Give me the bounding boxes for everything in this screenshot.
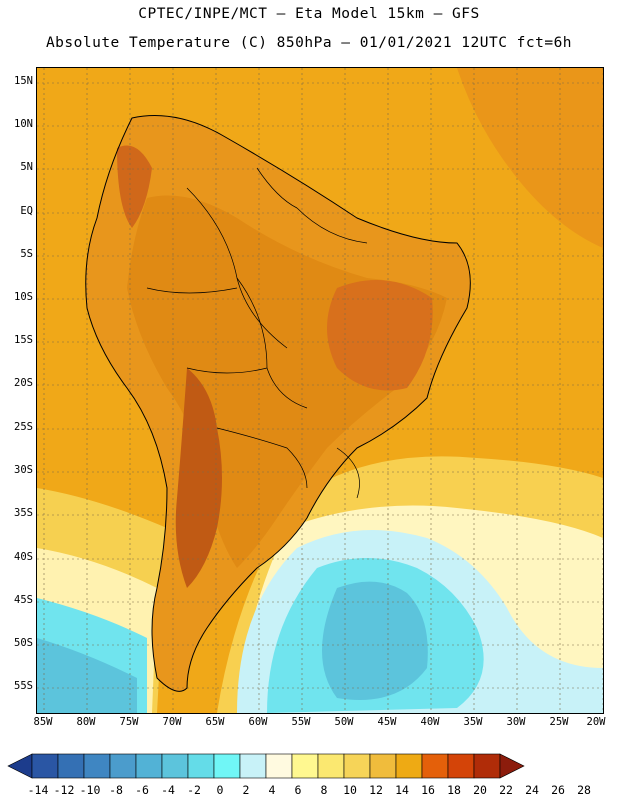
- colorbar-arrow-left: [7, 753, 33, 779]
- lon-label: 35W: [463, 716, 483, 728]
- lat-label: 20S: [14, 377, 33, 389]
- colorbar-tick: 16: [421, 783, 435, 797]
- lat-label: 5N: [20, 161, 33, 173]
- colorbar-tick: -8: [109, 783, 123, 797]
- colorbar-cell: [317, 753, 345, 779]
- colorbar-tick: 24: [525, 783, 539, 797]
- lat-label: 15N: [14, 75, 33, 87]
- map-title-line2: Absolute Temperature (C) 850hPa – 01/01/…: [45, 35, 573, 51]
- colorbar-cell: [291, 753, 319, 779]
- temperature-colorbar: [7, 753, 525, 779]
- colorbar-cell: [109, 753, 137, 779]
- colorbar-tick: 20: [473, 783, 487, 797]
- lat-label: 25S: [14, 421, 33, 433]
- lat-label: 5S: [20, 248, 33, 260]
- temperature-map: [36, 67, 604, 714]
- lon-label: 45W: [377, 716, 397, 728]
- colorbar-tick: 22: [499, 783, 513, 797]
- colorbar-cell: [57, 753, 85, 779]
- colorbar-tick: 4: [268, 783, 276, 797]
- lon-label: 50W: [334, 716, 354, 728]
- lon-label: 75W: [119, 716, 139, 728]
- lon-label: 65W: [205, 716, 225, 728]
- colorbar-tick: 10: [343, 783, 357, 797]
- lon-label: 25W: [549, 716, 569, 728]
- colorbar-cell: [239, 753, 267, 779]
- colorbar-tick: 6: [294, 783, 302, 797]
- lat-label: 35S: [14, 507, 33, 519]
- temperature-field: [37, 68, 603, 713]
- colorbar-tick: -4: [161, 783, 175, 797]
- colorbar-tick: -12: [53, 783, 75, 797]
- colorbar-tick: 0: [216, 783, 224, 797]
- colorbar-tick: 28: [577, 783, 591, 797]
- colorbar-cell: [369, 753, 397, 779]
- colorbar-cell: [421, 753, 449, 779]
- colorbar-cell: [213, 753, 241, 779]
- lon-label: 55W: [291, 716, 311, 728]
- colorbar-arrow-right: [499, 753, 525, 779]
- lat-label: 45S: [14, 594, 33, 606]
- lat-label: 50S: [14, 637, 33, 649]
- lat-label: EQ: [20, 205, 33, 217]
- colorbar-cell: [395, 753, 423, 779]
- colorbar-cell: [135, 753, 163, 779]
- colorbar-tick: 2: [242, 783, 250, 797]
- lon-label: 30W: [506, 716, 526, 728]
- colorbar-cell: [343, 753, 371, 779]
- lon-label: 85W: [33, 716, 53, 728]
- colorbar-cell: [473, 753, 501, 779]
- colorbar-cell: [265, 753, 293, 779]
- colorbar-tick: 8: [320, 783, 328, 797]
- colorbar-cell: [187, 753, 215, 779]
- map-title-line1: CPTEC/INPE/MCT – Eta Model 15km – GFS: [138, 6, 480, 22]
- colorbar-tick: 18: [447, 783, 461, 797]
- lat-label: 55S: [14, 680, 33, 692]
- colorbar-cell: [83, 753, 111, 779]
- lon-label: 60W: [248, 716, 268, 728]
- colorbar-tick: -2: [187, 783, 201, 797]
- colorbar-tick: 26: [551, 783, 565, 797]
- colorbar-tick: -14: [27, 783, 49, 797]
- colorbar-cell: [161, 753, 189, 779]
- lat-label: 15S: [14, 334, 33, 346]
- lon-label: 70W: [162, 716, 182, 728]
- colorbar-tick: 12: [369, 783, 383, 797]
- lat-label: 30S: [14, 464, 33, 476]
- lat-label: 40S: [14, 551, 33, 563]
- colorbar-tick: -10: [79, 783, 101, 797]
- lat-label: 10S: [14, 291, 33, 303]
- lon-label: 20W: [586, 716, 606, 728]
- lon-label: 80W: [76, 716, 96, 728]
- colorbar-tick: -6: [135, 783, 149, 797]
- colorbar-cell: [31, 753, 59, 779]
- lat-label: 10N: [14, 118, 33, 130]
- colorbar-cell: [447, 753, 475, 779]
- colorbar-tick: 14: [395, 783, 409, 797]
- lon-label: 40W: [420, 716, 440, 728]
